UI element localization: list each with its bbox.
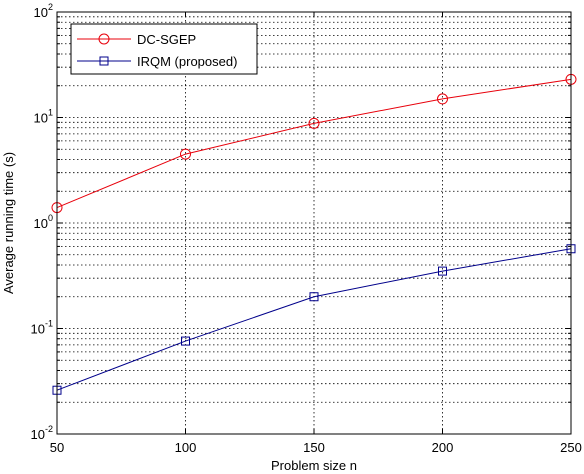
series-line-dc-sgep [56, 78, 572, 209]
x-tick-label: 100 [175, 440, 197, 455]
y-axis-label: Average running time (s) [1, 152, 16, 294]
series-line-irqm-proposed [56, 248, 572, 391]
y-tick-label: 10-2 [31, 424, 53, 442]
x-tick-label: 250 [560, 440, 582, 455]
legend-box [70, 23, 258, 75]
x-tick-label: 50 [50, 440, 64, 455]
data-point-irqm-proposed [181, 336, 190, 346]
legend-marker-dc-sgep [98, 33, 110, 45]
data-point-dc-sgep [180, 148, 191, 160]
legend-label-irqm-proposed: IRQM (proposed) [137, 54, 237, 69]
data-point-irqm-proposed [309, 292, 319, 302]
data-point-irqm-proposed [438, 266, 447, 276]
grid-layer [57, 12, 571, 434]
y-tick-label: 10-1 [31, 319, 53, 337]
y-tick-label: 102 [34, 2, 53, 20]
legend-marker-irqm-proposed [99, 56, 109, 66]
x-tick-label: 200 [432, 440, 454, 455]
legend-label-dc-sgep: DC-SGEP [137, 32, 196, 47]
x-tick-label: 150 [303, 440, 325, 455]
y-tick-label: 101 [34, 108, 53, 126]
x-axis-label: Problem size n [271, 458, 357, 473]
data-point-dc-sgep [437, 93, 448, 105]
legend: DC-SGEP IRQM (proposed) [70, 23, 258, 75]
data-point-dc-sgep [308, 117, 320, 129]
ticks-layer: 50 100 150 200 250 10-2 10-1 100 101 102 [31, 2, 582, 455]
y-tick-label: 100 [34, 213, 53, 231]
